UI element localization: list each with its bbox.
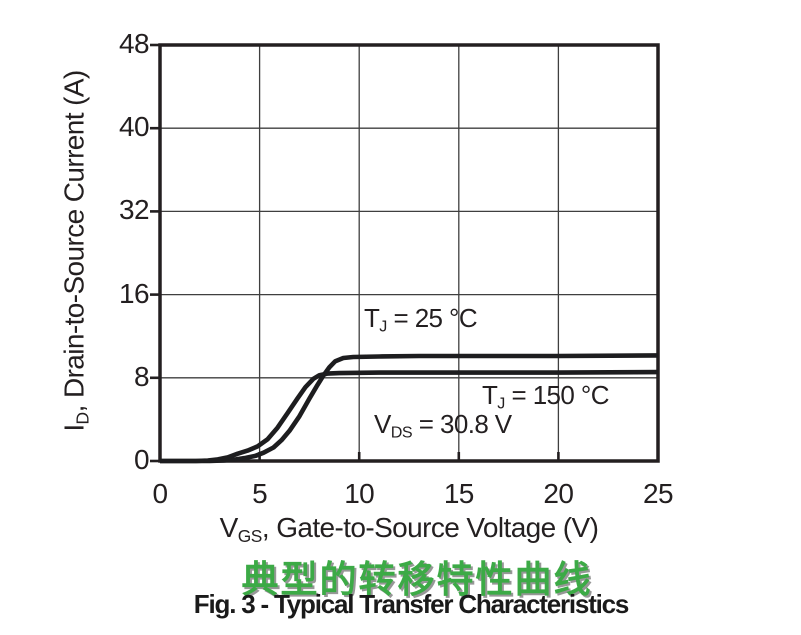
annotation-subscript: DS [390,423,413,442]
annotation-text: T [482,380,498,410]
annotation-text: = 150 °C [504,380,609,410]
x-tick-label: 15 [443,478,475,509]
x-axis-title-text: , Gate-to-Source Voltage (V) [261,512,599,543]
y-tick-label: 8 [134,360,150,392]
y-tick-label: 0 [134,444,150,475]
y-tick-label: 16 [119,277,150,309]
y-axis-symbol-subscript: D [72,412,93,425]
y-axis-symbol: I [58,424,90,432]
y-axis-title-text: , Drain-to-Source Current (A) [58,70,90,413]
figure-caption: Fig. 3 - Typical Transfer Characteristic… [193,589,630,619]
annotation-text: V [374,409,391,439]
annotation-text: T [364,303,380,333]
y-tick-label: 40 [119,111,150,143]
annotation-tj-25c: TJ = 25 °C [364,303,478,337]
x-tick-label: 0 [152,478,169,509]
annotation-subscript: J [379,317,387,336]
annotation-tj-150c: TJ = 150 °C [482,380,609,414]
annotation-text: = 30.8 V [412,409,512,439]
y-axis-title: ID, Drain-to-Source Current (A) [59,70,94,431]
x-axis-symbol-subscript: GS [237,525,263,546]
x-tick-label: 10 [344,478,375,509]
figure-title-chinese: 典型的转移特性曲线 [241,559,593,600]
annotation-subscript: J [497,394,505,413]
curve-series-1 [160,369,659,464]
y-tick-label: 48 [119,28,150,59]
curve-series-0 [160,353,659,464]
plot-border [158,43,660,463]
y-tick-label: 32 [119,194,150,226]
x-axis-symbol: V [219,512,239,543]
x-tick-label: 5 [252,478,268,509]
annotation-text: = 25 °C [386,303,478,333]
x-axis-title: VGS, Gate-to-Source Voltage (V) [220,512,599,547]
x-tick-label: 25 [643,478,674,509]
annotation-vds: VDS = 30.8 V [374,409,512,443]
x-tick-label: 20 [543,478,574,509]
